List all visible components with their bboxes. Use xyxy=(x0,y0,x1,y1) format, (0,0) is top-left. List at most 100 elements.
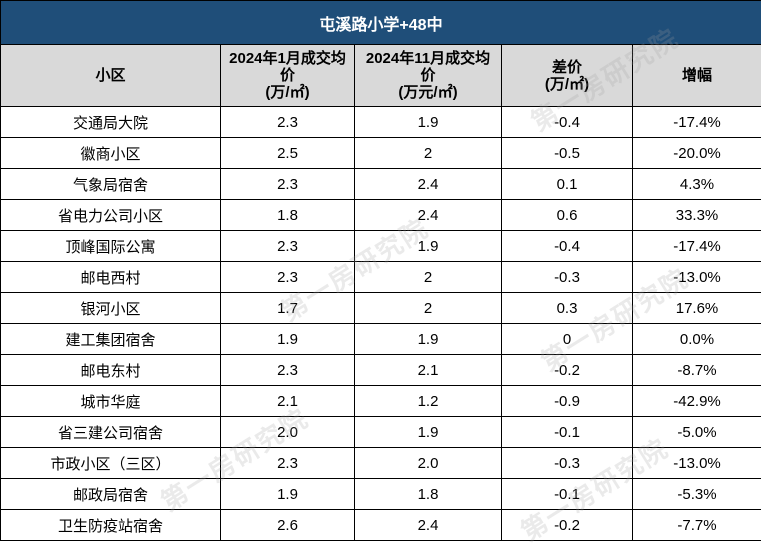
jan-price-cell: 2.3 xyxy=(220,447,355,479)
community-name-cell: 交通局大院 xyxy=(0,106,221,138)
jan-price-cell: 2.3 xyxy=(220,354,355,386)
price-diff-cell: 0 xyxy=(501,323,633,355)
table-row: 交通局大院 2.3 1.9 -0.4 -17.4% xyxy=(0,106,761,138)
price-diff-cell: -0.4 xyxy=(501,106,633,138)
nov-price-cell: 1.9 xyxy=(354,323,502,355)
change-pct-cell: 33.3% xyxy=(631,199,761,231)
price-diff-cell: 0.6 xyxy=(501,199,633,231)
column-header-4: 增幅 xyxy=(631,44,761,107)
price-diff-cell: -0.1 xyxy=(501,478,633,510)
table-row: 卫生防疫站宿舍 2.6 2.4 -0.2 -7.7% xyxy=(0,509,761,541)
community-name-cell: 顶峰国际公寓 xyxy=(0,230,221,262)
nov-price-cell: 1.9 xyxy=(354,106,502,138)
table-row: 邮电东村 2.3 2.1 -0.2 -8.7% xyxy=(0,354,761,386)
jan-price-cell: 1.8 xyxy=(220,199,355,231)
table-row: 邮政局宿舍 1.9 1.8 -0.1 -5.3% xyxy=(0,478,761,510)
nov-price-cell: 2.4 xyxy=(354,168,502,200)
change-pct-cell: -5.0% xyxy=(631,416,761,448)
jan-price-cell: 2.0 xyxy=(220,416,355,448)
change-pct-cell: -42.9% xyxy=(631,385,761,417)
price-diff-cell: 0.3 xyxy=(501,292,633,324)
community-name-cell: 徽商小区 xyxy=(0,137,221,169)
nov-price-cell: 2 xyxy=(354,292,502,324)
nov-price-cell: 2.0 xyxy=(354,447,502,479)
jan-price-cell: 1.7 xyxy=(220,292,355,324)
table-row: 银河小区 1.7 2 0.3 17.6% xyxy=(0,292,761,324)
table-row: 省三建公司宿舍 2.0 1.9 -0.1 -5.0% xyxy=(0,416,761,448)
community-name-cell: 市政小区（三区） xyxy=(0,447,221,479)
community-name-cell: 邮电西村 xyxy=(0,261,221,293)
table-row: 市政小区（三区） 2.3 2.0 -0.3 -13.0% xyxy=(0,447,761,479)
community-name-cell: 城市华庭 xyxy=(0,385,221,417)
nov-price-cell: 1.2 xyxy=(354,385,502,417)
column-header-1: 2024年1月成交均价 (万/㎡) xyxy=(220,44,355,107)
price-diff-cell: -0.4 xyxy=(501,230,633,262)
price-diff-cell: -0.5 xyxy=(501,137,633,169)
table-row: 省电力公司小区 1.8 2.4 0.6 33.3% xyxy=(0,199,761,231)
nov-price-cell: 2 xyxy=(354,261,502,293)
change-pct-cell: 4.3% xyxy=(631,168,761,200)
community-name-cell: 气象局宿舍 xyxy=(0,168,221,200)
jan-price-cell: 2.5 xyxy=(220,137,355,169)
table-title: 屯溪路小学+48中 xyxy=(0,0,761,45)
jan-price-cell: 2.6 xyxy=(220,509,355,541)
table-row: 徽商小区 2.5 2 -0.5 -20.0% xyxy=(0,137,761,169)
change-pct-cell: -20.0% xyxy=(631,137,761,169)
community-name-cell: 省三建公司宿舍 xyxy=(0,416,221,448)
nov-price-cell: 1.9 xyxy=(354,416,502,448)
change-pct-cell: -7.7% xyxy=(631,509,761,541)
jan-price-cell: 1.9 xyxy=(220,478,355,510)
column-header-2: 2024年11月成交均价 (万元/㎡) xyxy=(354,44,502,107)
change-pct-cell: 0.0% xyxy=(631,323,761,355)
column-header-line: 差价 xyxy=(551,58,582,76)
table-row: 城市华庭 2.1 1.2 -0.9 -42.9% xyxy=(0,385,761,417)
price-diff-cell: -0.3 xyxy=(501,261,633,293)
change-pct-cell: -8.7% xyxy=(631,354,761,386)
column-header-line: (万/㎡) xyxy=(265,84,310,101)
jan-price-cell: 2.1 xyxy=(220,385,355,417)
community-name-cell: 省电力公司小区 xyxy=(0,199,221,231)
change-pct-cell: 17.6% xyxy=(631,292,761,324)
column-header-line: 小区 xyxy=(95,67,126,84)
column-header-line: 2024年11月成交均 xyxy=(365,50,491,67)
column-header-line: 增幅 xyxy=(682,67,713,84)
column-header-line: (万元/㎡) xyxy=(398,84,458,101)
table-row: 顶峰国际公寓 2.3 1.9 -0.4 -17.4% xyxy=(0,230,761,262)
jan-price-cell: 2.3 xyxy=(220,106,355,138)
column-header-line: (万/㎡) xyxy=(544,75,590,93)
price-diff-cell: -0.2 xyxy=(501,509,633,541)
community-name-cell: 银河小区 xyxy=(0,292,221,324)
price-diff-cell: -0.1 xyxy=(501,416,633,448)
community-name-cell: 邮政局宿舍 xyxy=(0,478,221,510)
nov-price-cell: 1.9 xyxy=(354,230,502,262)
table-row: 建工集团宿舍 1.9 1.9 0 0.0% xyxy=(0,323,761,355)
jan-price-cell: 1.9 xyxy=(220,323,355,355)
change-pct-cell: -13.0% xyxy=(631,447,761,479)
jan-price-cell: 2.3 xyxy=(220,230,355,262)
nov-price-cell: 2.1 xyxy=(354,354,502,386)
change-pct-cell: -17.4% xyxy=(631,106,761,138)
table-row: 气象局宿舍 2.3 2.4 0.1 4.3% xyxy=(0,168,761,200)
nov-price-cell: 2.4 xyxy=(354,509,502,541)
jan-price-cell: 2.3 xyxy=(220,168,355,200)
price-diff-cell: 0.1 xyxy=(501,168,633,200)
change-pct-cell: -13.0% xyxy=(631,261,761,293)
jan-price-cell: 2.3 xyxy=(220,261,355,293)
table-row: 邮电西村 2.3 2 -0.3 -13.0% xyxy=(0,261,761,293)
community-name-cell: 卫生防疫站宿舍 xyxy=(0,509,221,541)
column-header-line: 价 xyxy=(279,67,295,84)
community-name-cell: 建工集团宿舍 xyxy=(0,323,221,355)
community-name-cell: 邮电东村 xyxy=(0,354,221,386)
price-diff-cell: -0.9 xyxy=(501,385,633,417)
change-pct-cell: -17.4% xyxy=(631,230,761,262)
price-diff-cell: -0.3 xyxy=(501,447,633,479)
column-header-line: 价 xyxy=(420,67,436,84)
nov-price-cell: 1.8 xyxy=(354,478,502,510)
column-header-line: 2024年1月成交均 xyxy=(229,50,346,67)
column-header-0: 小区 xyxy=(0,44,221,107)
nov-price-cell: 2 xyxy=(354,137,502,169)
column-header-3: 差价 (万/㎡) xyxy=(501,44,633,107)
nov-price-cell: 2.4 xyxy=(354,199,502,231)
